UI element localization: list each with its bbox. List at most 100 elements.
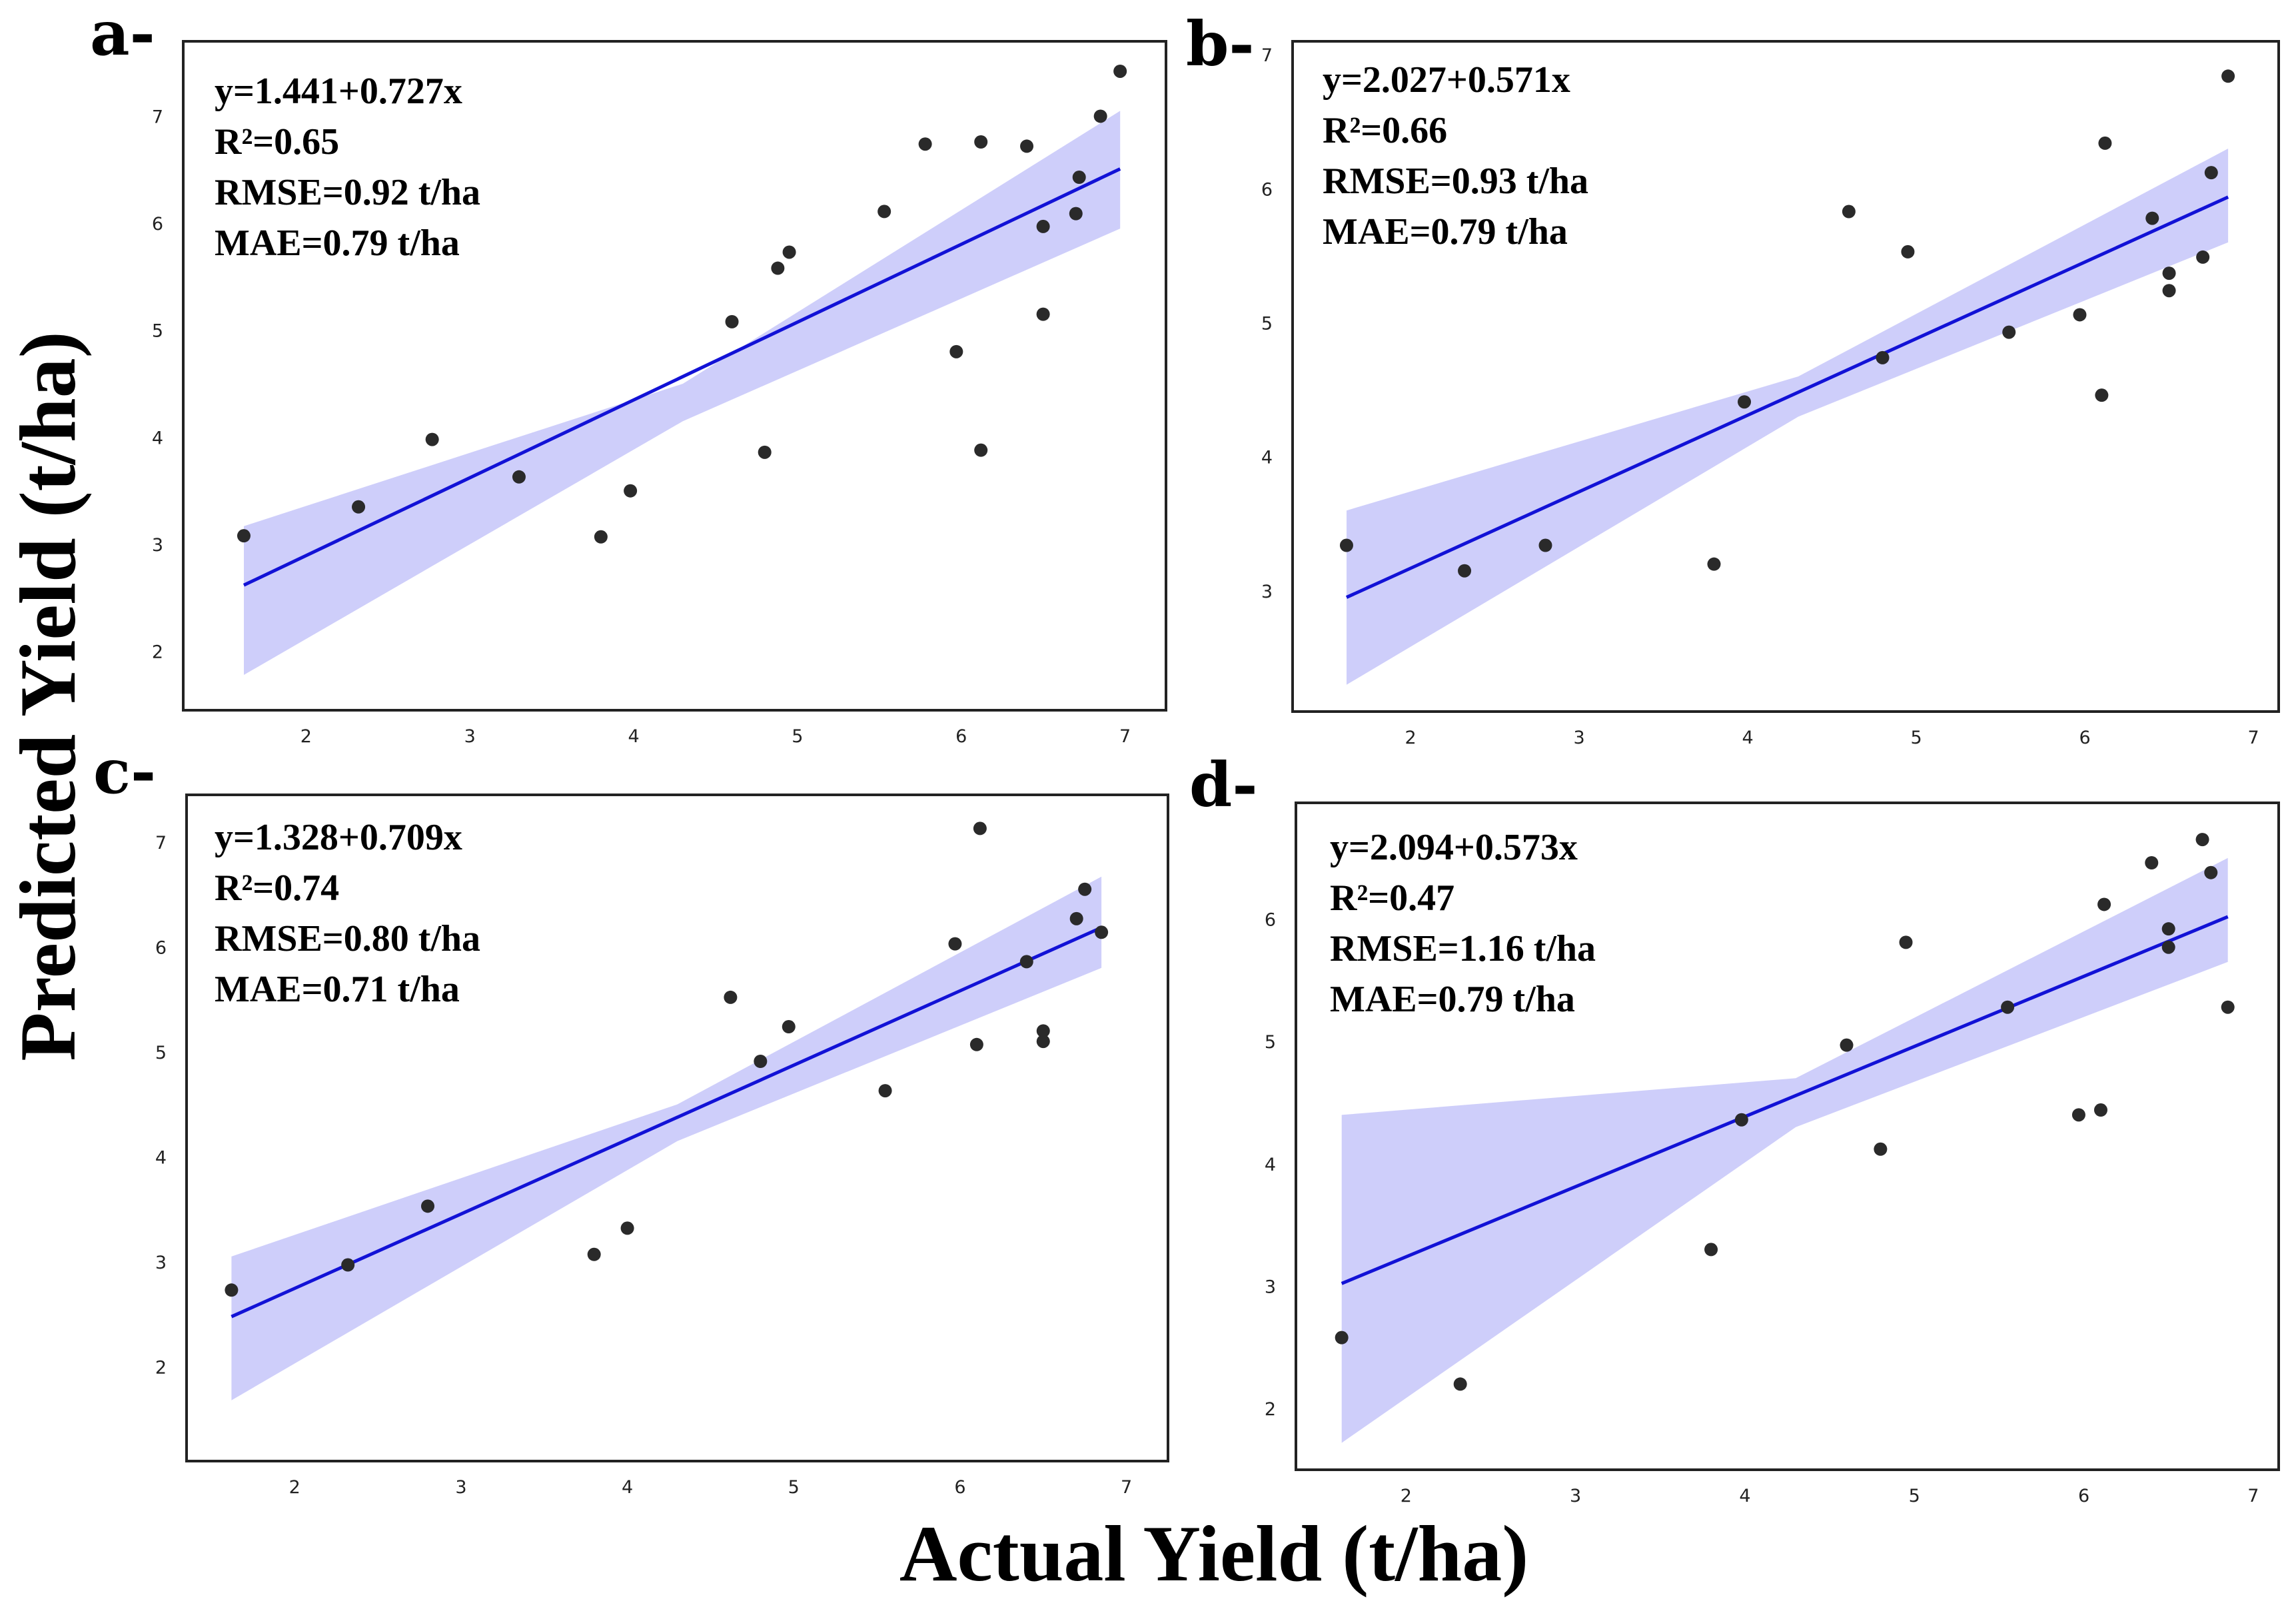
data-point <box>1842 205 1856 219</box>
data-point <box>341 1258 355 1272</box>
x-tick-label: 2 <box>300 726 312 747</box>
y-tick-label: 6 <box>155 937 167 958</box>
data-point <box>1072 171 1086 185</box>
x-tick-label: 4 <box>622 1477 633 1498</box>
x-tick-label: 3 <box>1570 1486 1581 1506</box>
x-axis-title: Actual Yield (t/ha) <box>899 1509 1528 1598</box>
x-tick-label: 2 <box>289 1477 300 1498</box>
panel-label: b- <box>1186 8 1255 80</box>
y-tick-label: 6 <box>1265 909 1276 930</box>
x-tick-label: 3 <box>464 726 476 747</box>
y-tick-label: 6 <box>152 214 163 235</box>
confidence-band <box>231 876 1102 1400</box>
data-point <box>1095 925 1109 939</box>
data-point <box>2001 1000 2015 1014</box>
y-tick-label: 3 <box>155 1253 167 1273</box>
y-tick-label: 5 <box>155 1043 167 1063</box>
y-tick-label: 4 <box>155 1147 167 1168</box>
panel-label: d- <box>1189 749 1258 821</box>
data-point <box>2221 1000 2235 1014</box>
y-axis-title: Predicted Yield (t/ha) <box>3 331 92 1061</box>
r-squared: R²=0.74 <box>215 867 339 909</box>
data-point <box>2002 325 2016 339</box>
data-point <box>973 821 987 835</box>
y-tick-label: 3 <box>1261 582 1273 602</box>
data-point <box>724 990 738 1004</box>
rmse-value: RMSE=0.93 t/ha <box>1323 161 1588 202</box>
data-point <box>1458 564 1472 578</box>
data-point <box>974 135 988 149</box>
confidence-band <box>244 111 1121 675</box>
regression-line <box>243 167 1121 587</box>
data-point <box>1078 882 1092 896</box>
data-point <box>1036 307 1050 321</box>
y-tick-label: 5 <box>152 321 163 342</box>
data-point <box>2162 267 2176 280</box>
data-point <box>758 445 772 459</box>
y-tick-label: 2 <box>152 642 163 663</box>
data-point <box>2093 1103 2107 1117</box>
rmse-value: RMSE=1.16 t/ha <box>1330 928 1596 969</box>
data-point <box>2095 388 2109 402</box>
data-point <box>237 529 251 543</box>
plot-frame <box>1295 802 2280 1471</box>
data-point <box>2145 855 2159 869</box>
x-tick-label: 5 <box>1909 1486 1920 1506</box>
panel-b: 2 3 4 5 6 7 3 4 5 6 7 b-y=2.027+0.571x R²=0.66 RMSE=0… <box>1186 8 2280 748</box>
data-point <box>2204 166 2218 180</box>
data-point <box>1538 538 1552 552</box>
panel-a: 2 3 4 5 6 7 2 3 4 5 6 7 a-y=1.441+0.727x R²=0.65 RMSE=… <box>90 0 1167 747</box>
mae-value: MAE=0.71 t/ha <box>215 969 460 1010</box>
data-point <box>1036 1035 1050 1049</box>
y-tick-label: 2 <box>1265 1399 1276 1420</box>
regression-line <box>1341 915 2229 1285</box>
x-tick-label: 7 <box>2247 728 2259 748</box>
rmse-value: RMSE=0.92 t/ha <box>215 172 480 213</box>
x-tick-label: 4 <box>628 726 639 747</box>
y-tick-label: 6 <box>1261 179 1273 200</box>
data-point <box>1335 1331 1349 1344</box>
panel-c: 2 3 4 5 6 7 2 3 4 5 6 7 c-y=1.328+0.709x R²=0.74 RMSE=… <box>93 736 1169 1498</box>
data-point <box>1899 935 1913 949</box>
data-point <box>425 432 439 446</box>
y-tick-label: 3 <box>152 535 163 556</box>
data-point <box>594 530 608 544</box>
regression-equation: y=1.328+0.709x <box>215 817 462 858</box>
panel-label: a- <box>90 0 155 69</box>
data-point <box>1876 350 1890 364</box>
data-point <box>1069 911 1083 925</box>
data-point <box>725 314 739 328</box>
data-point <box>620 1221 634 1235</box>
mae-value: MAE=0.79 t/ha <box>1323 211 1568 253</box>
data-point <box>754 1055 768 1068</box>
mae-value: MAE=0.79 t/ha <box>215 223 460 264</box>
data-point <box>1707 557 1721 571</box>
data-point <box>2196 250 2210 264</box>
x-tick-label: 2 <box>1401 1486 1412 1506</box>
y-tick-label: 7 <box>155 833 167 853</box>
x-tick-label: 6 <box>2079 728 2090 748</box>
x-tick-label: 7 <box>2247 1486 2259 1506</box>
data-point <box>918 137 932 151</box>
data-point <box>948 937 962 951</box>
y-tick-label: 4 <box>1261 448 1273 468</box>
data-point <box>2221 69 2235 83</box>
confidence-band <box>1347 149 2229 685</box>
regression-line <box>231 925 1103 1319</box>
data-point <box>1901 245 1915 259</box>
data-point <box>512 470 526 484</box>
data-point <box>1093 109 1107 123</box>
plot-frame <box>185 794 1169 1462</box>
y-tick-label: 5 <box>1265 1032 1276 1053</box>
r-squared: R²=0.66 <box>1323 110 1447 151</box>
x-tick-label: 3 <box>455 1477 466 1498</box>
data-point <box>1840 1038 1854 1052</box>
data-point <box>587 1247 601 1261</box>
rmse-value: RMSE=0.80 t/ha <box>215 918 480 959</box>
data-point <box>1339 538 1353 552</box>
r-squared: R²=0.65 <box>215 121 339 163</box>
y-tick-label: 3 <box>1265 1277 1276 1297</box>
data-point <box>2071 1108 2085 1122</box>
data-point <box>1036 1024 1050 1038</box>
